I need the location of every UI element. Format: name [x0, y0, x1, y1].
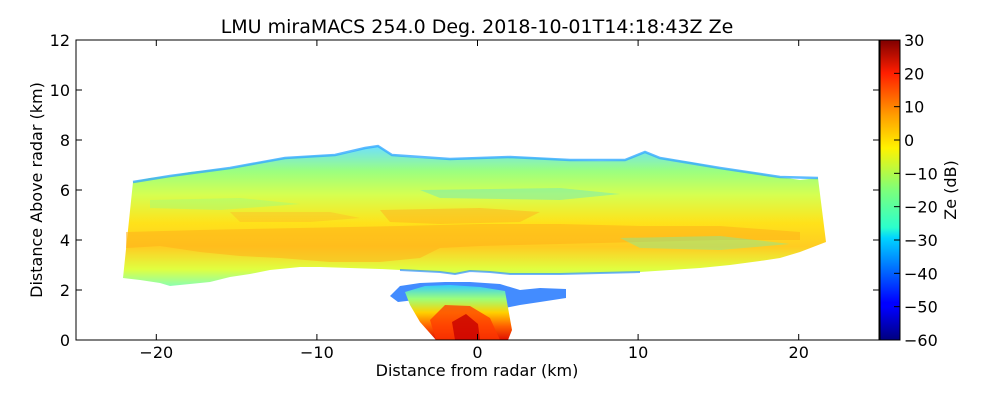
colorbar-label: Ze (dB)	[941, 160, 960, 220]
y-tick-label: 10	[50, 81, 70, 100]
y-tick-label: 4	[60, 231, 70, 250]
x-tick-label: 20	[789, 343, 809, 362]
colorbar-axis: 30 20 10 0 −10 −20 −30 −40 −50 −60	[894, 31, 938, 350]
colorbar-tick-label: −60	[904, 331, 938, 350]
y-axis-label: Distance Above radar (km)	[27, 82, 46, 298]
x-axis: −20 −10 0 10 20	[139, 40, 809, 362]
reflectivity-field	[123, 144, 826, 340]
colorbar	[879, 39, 901, 341]
colorbar-tick-label: −40	[904, 264, 938, 283]
colorbar-tick-label: −10	[904, 164, 938, 183]
y-tick-label: 2	[60, 281, 70, 300]
colorbar-tick-label: −30	[904, 231, 938, 250]
y-tick-label: 0	[60, 331, 70, 350]
colorbar-tick-label: −20	[904, 198, 938, 217]
y-axis: 0 2 4 6 8 10 12	[50, 31, 879, 350]
colorbar-tick-label: 0	[904, 131, 914, 150]
x-axis-label: Distance from radar (km)	[376, 361, 579, 380]
colorbar-tick-label: 20	[904, 64, 924, 83]
x-tick-label: 10	[628, 343, 648, 362]
y-tick-label: 8	[60, 131, 70, 150]
colorbar-tick-label: −50	[904, 298, 938, 317]
chart-title: LMU miraMACS 254.0 Deg. 2018-10-01T14:18…	[221, 16, 734, 38]
y-tick-label: 12	[50, 31, 70, 50]
x-tick-label: −20	[139, 343, 173, 362]
x-tick-label: −10	[300, 343, 334, 362]
cloud-top-edge	[132, 144, 819, 184]
x-tick-label: 0	[472, 343, 482, 362]
colorbar-tick-label: 30	[904, 31, 924, 50]
high-reflectivity-band	[126, 224, 800, 262]
colorbar-tick-label: 10	[904, 98, 924, 117]
y-tick-label: 6	[60, 181, 70, 200]
